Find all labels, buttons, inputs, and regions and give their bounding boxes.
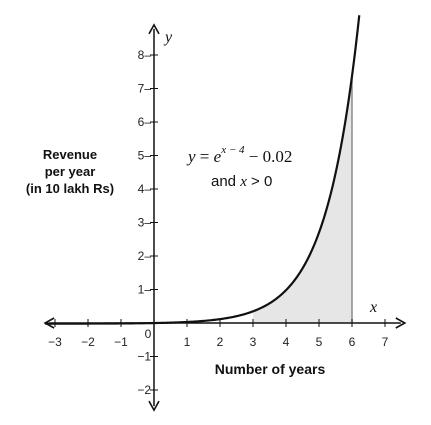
x-tick-label: −3 [48,335,62,349]
shaded-region-layer [253,76,353,323]
x-tick-label: 6 [349,335,356,349]
shaded-area [253,76,352,323]
y-tick-label: 1– [138,283,152,297]
x-tick-label: −2 [81,335,95,349]
y-axis-top-arrow [148,23,160,35]
y-tick-label: 5– [138,149,152,163]
y-tick-label: 4– [138,182,152,196]
y-tick-label: 8– [138,48,152,62]
equation-lhs: y [186,147,196,166]
curve-layer [45,15,361,325]
x-axis-right-arrow [395,317,407,329]
equation-exponent: x − 4 [220,144,245,156]
condition-suffix: > 0 [247,173,272,190]
y-tick-label: 6– [138,115,152,129]
condition-annotation: and x > 0 [211,173,272,190]
y-tick-label: 2– [138,249,152,263]
condition-variable: x [239,174,247,190]
y-tick-label: 7– [138,82,152,96]
equation-rest: − 0.02 [245,147,293,166]
x-tick-label: 5 [316,335,323,349]
ticks-layer: −3 −2 −1 0 1 2 3 4 5 6 7 −2 −1 1– 2– 3– 4– 5– 6– 7– 8– [48,48,389,397]
equation-base: e [214,147,222,166]
equation-annotation: y = ex − 4 − 0.02 [186,144,292,166]
x-axis-label: Number of years [215,361,326,377]
x-tick-label: 0 [145,327,152,341]
x-tick-label: 4 [283,335,290,349]
y-axis-bottom-arrow [148,400,160,412]
x-axis-symbol: x [369,299,377,316]
y-tick-label: 3– [138,216,152,230]
y-axis-label-line-3: (in 10 lakh Rs) [26,181,114,196]
y-tick-label: −2 [137,383,151,397]
function-curve [45,15,361,325]
x-tick-label: 7 [382,335,389,349]
y-tick-label: −1 [137,350,151,364]
y-axis-symbol: y [163,29,173,46]
x-tick-label: 1 [184,335,191,349]
x-tick-label: −1 [114,335,128,349]
x-tick-label: 2 [217,335,224,349]
x-tick-label: 3 [250,335,257,349]
y-axis-label-line-2: per year [45,164,96,179]
equation-equals: = [196,147,214,166]
y-axis-label-line-1: Revenue [43,147,97,162]
condition-prefix: and [211,173,240,190]
